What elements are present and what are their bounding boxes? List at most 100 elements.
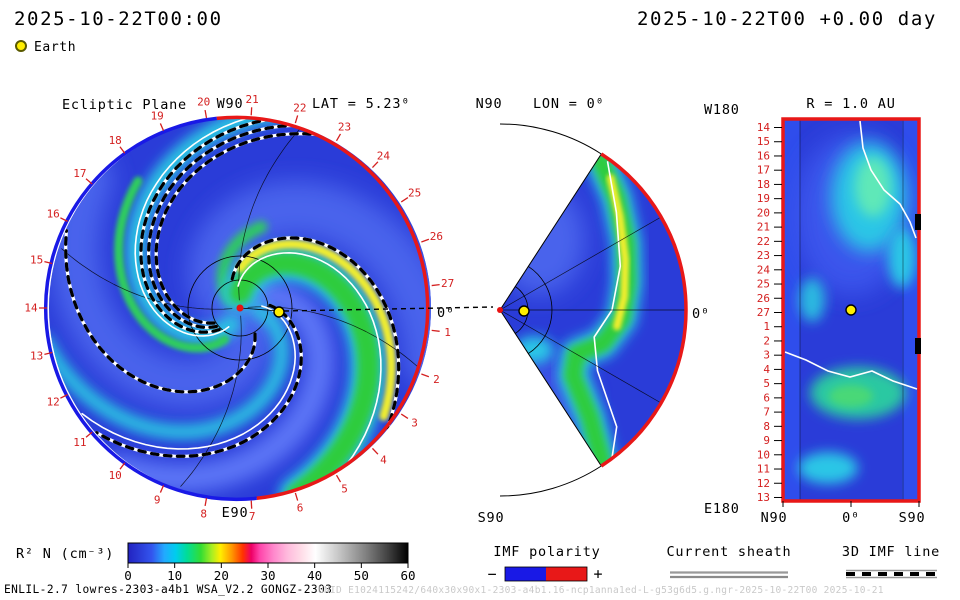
map-day-label: 2 <box>763 335 770 348</box>
map-title: R = 1.0 AU <box>806 96 895 112</box>
map-day-label: 12 <box>757 477 770 490</box>
earth-dot-meridional <box>518 305 530 317</box>
earth-legend-icon <box>15 40 27 52</box>
colorbar-gradient <box>127 542 409 564</box>
inner-grid-circle <box>187 255 293 361</box>
ecliptic-day-label: 24 <box>377 150 391 163</box>
map-x-tick-label: N90 <box>761 510 788 526</box>
ecliptic-day-label: 25 <box>408 187 421 200</box>
map-w180-label: W180 <box>704 102 740 118</box>
ecliptic-day-label: 1 <box>444 326 451 339</box>
map-day-label: 5 <box>763 377 770 390</box>
polarity-boundary-mark <box>915 214 921 230</box>
ecliptic-boundary-positive <box>216 115 430 501</box>
map-day-label: 8 <box>763 420 770 433</box>
ecliptic-day-label: 19 <box>151 110 164 123</box>
colorbar-tick-label: 10 <box>167 568 182 583</box>
sun-dot <box>236 304 244 312</box>
map-day-label: 11 <box>757 463 770 476</box>
ecliptic-boundary-negative <box>43 116 257 502</box>
ecliptic-day-label: 12 <box>47 395 60 408</box>
model-info: ENLIL-2.7 lowres-2303-a4b1 WSA_V2.2 GONG… <box>4 583 332 596</box>
watermark: UNID E1024115242/640x30x90x1-2303-a4b1.1… <box>318 585 884 596</box>
earth-direction-dashed-line <box>283 306 494 312</box>
sun-dot-meridional <box>497 307 503 313</box>
meridional-earth-line-label: 0⁰ <box>692 306 710 322</box>
colorbar-tick-label: 0 <box>124 568 132 583</box>
map-day-label: 19 <box>757 192 770 205</box>
current-sheath-title: Current sheath <box>667 544 792 560</box>
meridional-panel: N90 LON = 0⁰ S90 0⁰ <box>476 96 710 526</box>
map-day-label: 23 <box>757 249 770 262</box>
map-x-tick-label: S90 <box>899 510 926 526</box>
ecliptic-day-label: 8 <box>200 507 207 520</box>
timestamp-left: 2025-10-22T00:00 <box>14 8 223 30</box>
map-day-ticks: 1415161718192021222324252627123456789101… <box>757 121 782 504</box>
ecliptic-day-label: 13 <box>30 350 43 363</box>
map-day-label: 17 <box>757 164 770 177</box>
polarity-boundary-mark <box>915 338 921 354</box>
map-day-label: 18 <box>757 178 770 191</box>
ecliptic-lat-label: LAT = 5.23⁰ <box>312 96 410 112</box>
imf-negative-swatch <box>505 567 546 581</box>
ecliptic-day-label: 17 <box>73 167 86 180</box>
ecliptic-earth-line-label: 0⁰ <box>437 305 455 321</box>
ecliptic-e90-label: E90 <box>222 505 249 521</box>
map-day-label: 27 <box>757 306 770 319</box>
imf-polarity-title: IMF polarity <box>493 544 600 560</box>
imf-plus-sign: + <box>593 565 602 583</box>
map-day-label: 9 <box>763 434 770 447</box>
ecliptic-panel: Ecliptic Plane W90 LAT = 5.23⁰ E90 0⁰ 12… <box>24 93 494 523</box>
earth-dot-ecliptic <box>273 306 285 318</box>
map-day-label: 13 <box>757 491 770 504</box>
radial-map-panel: W180 R = 1.0 AU E180 1415161718192021222… <box>704 96 925 526</box>
map-day-label: 4 <box>763 363 770 376</box>
imf-polarity-legend: IMF polarity − + <box>487 544 602 583</box>
map-day-label: 10 <box>757 448 770 461</box>
meridional-outer-boundary <box>600 152 688 468</box>
map-day-label: 7 <box>763 406 770 419</box>
imf-positive-swatch <box>546 567 587 581</box>
map-x-tick-label: 0⁰ <box>842 510 860 526</box>
colorbar-ticks: 0 10 20 30 40 50 60 <box>124 563 416 583</box>
imf-line-legend: 3D IMF line <box>842 544 940 579</box>
ecliptic-day-label: 16 <box>47 208 60 221</box>
imf-line-title: 3D IMF line <box>842 544 940 560</box>
ecliptic-day-label: 22 <box>293 101 306 114</box>
ecliptic-day-label: 15 <box>30 253 43 266</box>
current-sheath-legend: Current sheath <box>667 544 792 579</box>
map-day-label: 21 <box>757 221 770 234</box>
ecliptic-w90-label: W90 <box>217 96 244 112</box>
map-e180-label: E180 <box>704 501 740 517</box>
ecliptic-day-label: 14 <box>24 302 38 315</box>
ecliptic-day-label: 27 <box>441 277 454 290</box>
ecliptic-title: Ecliptic Plane <box>62 97 187 113</box>
ecliptic-day-label: 6 <box>297 502 304 515</box>
map-day-label: 14 <box>757 121 771 134</box>
colorbar-tick-label: 40 <box>307 568 322 583</box>
ecliptic-day-label: 18 <box>109 134 122 147</box>
colorbar-tick-label: 60 <box>400 568 415 583</box>
sun-earth-line <box>239 307 280 312</box>
ecliptic-day-label: 26 <box>430 230 443 243</box>
map-x-axis-labels: N90 0⁰ S90 <box>761 510 926 526</box>
ecliptic-day-label: 23 <box>338 121 351 134</box>
colorbar-tick-label: 50 <box>354 568 369 583</box>
polar-arc-north <box>499 123 602 155</box>
colorbar: R² N (cm⁻³) 0 10 20 30 40 50 60 <box>16 542 416 583</box>
ecliptic-day-label: 21 <box>245 93 258 106</box>
meridional-n90-label: N90 <box>476 96 503 112</box>
wedge-edge-north <box>499 153 602 311</box>
ecliptic-day-label: 5 <box>341 483 348 496</box>
ecliptic-day-label: 4 <box>380 454 387 467</box>
map-day-label: 22 <box>757 235 770 248</box>
current-sheet-line-upper <box>859 120 917 239</box>
current-sheet-line-lower <box>784 351 918 390</box>
colorbar-tick-label: 20 <box>214 568 229 583</box>
map-day-label: 1 <box>763 320 770 333</box>
imf-minus-sign: − <box>487 565 496 583</box>
map-day-label: 20 <box>757 206 770 219</box>
ecliptic-day-label: 2 <box>433 373 440 386</box>
